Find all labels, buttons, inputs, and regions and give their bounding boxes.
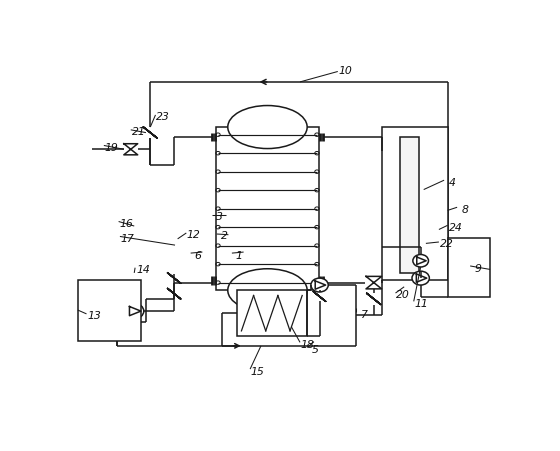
- Polygon shape: [167, 273, 181, 283]
- Text: 15: 15: [251, 367, 264, 377]
- Text: 7: 7: [361, 310, 368, 320]
- Bar: [216, 127, 319, 290]
- Polygon shape: [143, 127, 157, 138]
- Text: 24: 24: [449, 223, 462, 233]
- Bar: [382, 127, 447, 280]
- Ellipse shape: [228, 269, 307, 312]
- Bar: [78, 280, 141, 341]
- Text: 17: 17: [120, 234, 134, 244]
- Polygon shape: [367, 294, 381, 304]
- Text: 6: 6: [194, 251, 202, 261]
- Circle shape: [412, 271, 430, 285]
- Text: 9: 9: [474, 264, 482, 274]
- Text: 16: 16: [119, 219, 133, 229]
- Text: 20: 20: [396, 290, 410, 300]
- Circle shape: [413, 254, 428, 267]
- Text: 22: 22: [440, 239, 454, 249]
- Polygon shape: [314, 292, 325, 301]
- Text: 12: 12: [187, 230, 200, 240]
- Text: 23: 23: [156, 112, 170, 122]
- Bar: [400, 138, 419, 273]
- Bar: [449, 238, 489, 297]
- Text: 4: 4: [449, 178, 455, 188]
- Text: 5: 5: [312, 345, 319, 355]
- Text: 13: 13: [87, 311, 101, 321]
- Circle shape: [125, 304, 144, 319]
- Text: 11: 11: [414, 299, 428, 309]
- Text: 2: 2: [221, 231, 227, 241]
- Text: 8: 8: [461, 205, 468, 215]
- Text: 3: 3: [216, 212, 223, 222]
- Text: 18: 18: [301, 340, 315, 350]
- Ellipse shape: [228, 106, 307, 148]
- Circle shape: [311, 278, 328, 292]
- Text: 14: 14: [136, 265, 150, 275]
- Polygon shape: [167, 289, 181, 299]
- Text: 19: 19: [104, 143, 118, 153]
- Text: 21: 21: [132, 127, 146, 137]
- Bar: [237, 290, 306, 336]
- Text: 10: 10: [339, 66, 352, 77]
- Text: 1: 1: [236, 251, 242, 261]
